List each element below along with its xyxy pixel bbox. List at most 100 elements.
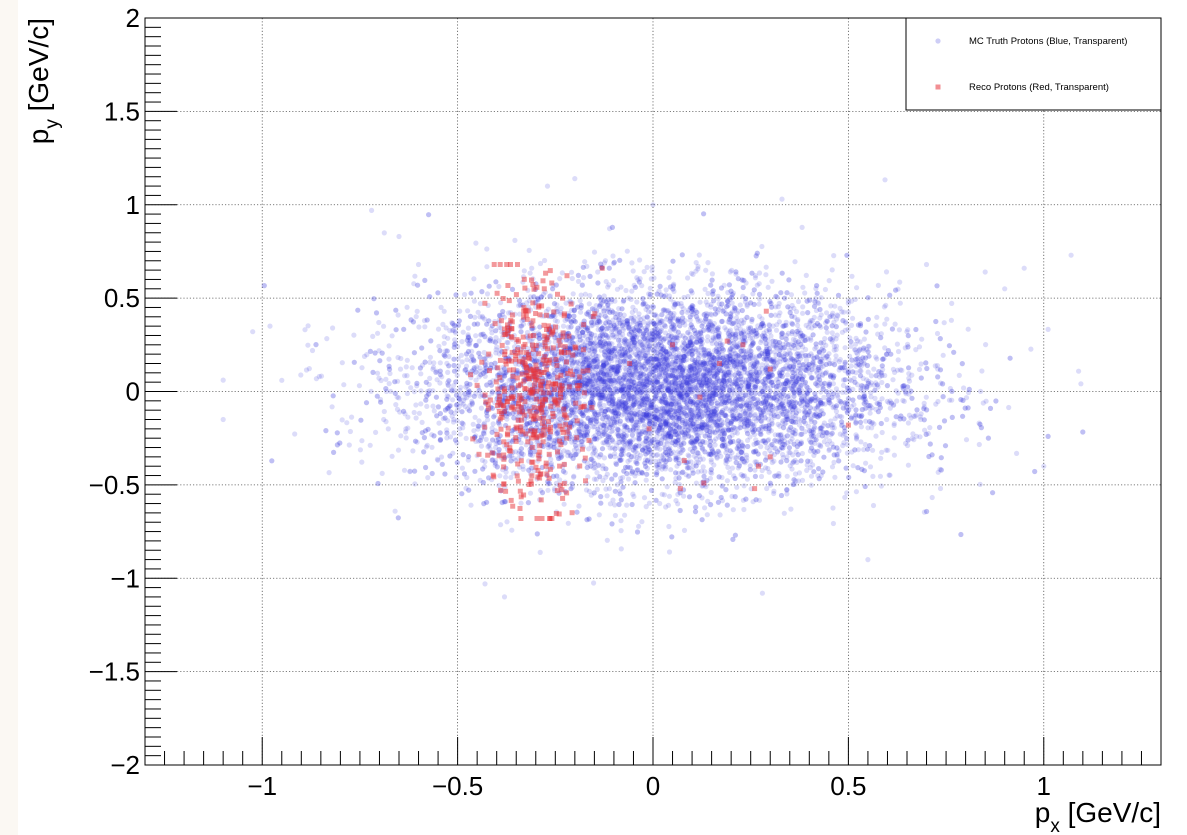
data-point [759,418,765,425]
data-point [789,432,795,438]
data-point [635,411,642,417]
data-point [626,338,632,344]
data-point [745,437,751,443]
data-point [666,430,672,437]
data-point [416,324,422,330]
data-point [754,376,760,382]
data-point [837,356,843,363]
data-point [460,329,466,335]
data-point [884,316,890,322]
data-point [614,330,621,336]
data-point [681,527,688,534]
data-point [324,336,330,342]
data-point [688,348,694,354]
data-point [642,422,648,428]
data-point [828,389,834,395]
data-point [645,408,651,414]
data-point [718,453,724,459]
data-point [395,312,401,318]
data-point [496,283,502,290]
data-point [665,365,671,371]
data-point [389,333,395,339]
data-point [625,403,631,409]
data-point [732,353,739,359]
data-point [690,388,696,394]
data-point [804,364,810,370]
data-point [895,348,902,355]
data-point [769,278,775,284]
data-point [453,323,459,329]
data-point [731,388,738,394]
data-point [606,335,612,341]
data-point [804,399,811,405]
data-point [787,463,793,469]
data-point [609,428,615,434]
data-point [435,457,441,463]
data-point [425,475,431,481]
data-point [792,259,798,265]
data-point [878,455,884,461]
data-point [581,356,587,363]
data-point [1076,368,1082,374]
data-point [578,292,584,298]
data-point [850,463,856,469]
data-point [596,512,602,518]
data-point [663,407,670,413]
data-point [404,390,410,397]
data-point [749,339,755,345]
data-point [454,372,460,378]
data-point [897,300,903,306]
data-point [436,420,442,426]
data-point [682,358,688,364]
data-point [558,305,564,311]
data-point [842,345,848,351]
data-point [871,366,877,372]
data-point [574,329,580,335]
data-point [437,360,443,366]
data-point [899,367,905,373]
data-point [732,359,738,365]
data-point [762,402,768,408]
data-point [636,311,642,317]
data-point [484,246,490,252]
data-point [394,406,401,412]
data-point [828,418,834,424]
data-point [784,351,791,357]
data-point [681,371,687,377]
data-point [685,405,691,411]
data-point [800,310,806,316]
data-point [829,422,835,428]
data-point [623,287,629,294]
data-point [697,299,703,305]
data-point [870,502,877,509]
data-point [676,353,682,359]
data-point [916,366,923,372]
data-point [890,377,896,383]
data-point [659,325,665,331]
data-point [696,252,702,258]
data-point [692,418,698,424]
data-point [941,320,947,326]
data-point [620,351,626,357]
data-point [412,481,418,487]
data-point [637,391,643,397]
data-point [606,440,612,446]
data-point [625,458,631,464]
data-point [703,352,709,358]
data-point [667,445,673,451]
data-point [798,403,805,409]
data-point [741,400,747,406]
data-point [447,328,453,334]
data-point [830,314,836,320]
data-point [710,383,716,389]
data-point [471,298,477,304]
data-point [468,502,474,508]
data-point [472,314,478,320]
data-point [854,285,860,291]
data-point [588,442,594,448]
data-point [744,476,751,482]
data-point [879,396,885,402]
data-point [720,398,726,405]
data-point [464,357,470,363]
data-point [658,335,665,341]
